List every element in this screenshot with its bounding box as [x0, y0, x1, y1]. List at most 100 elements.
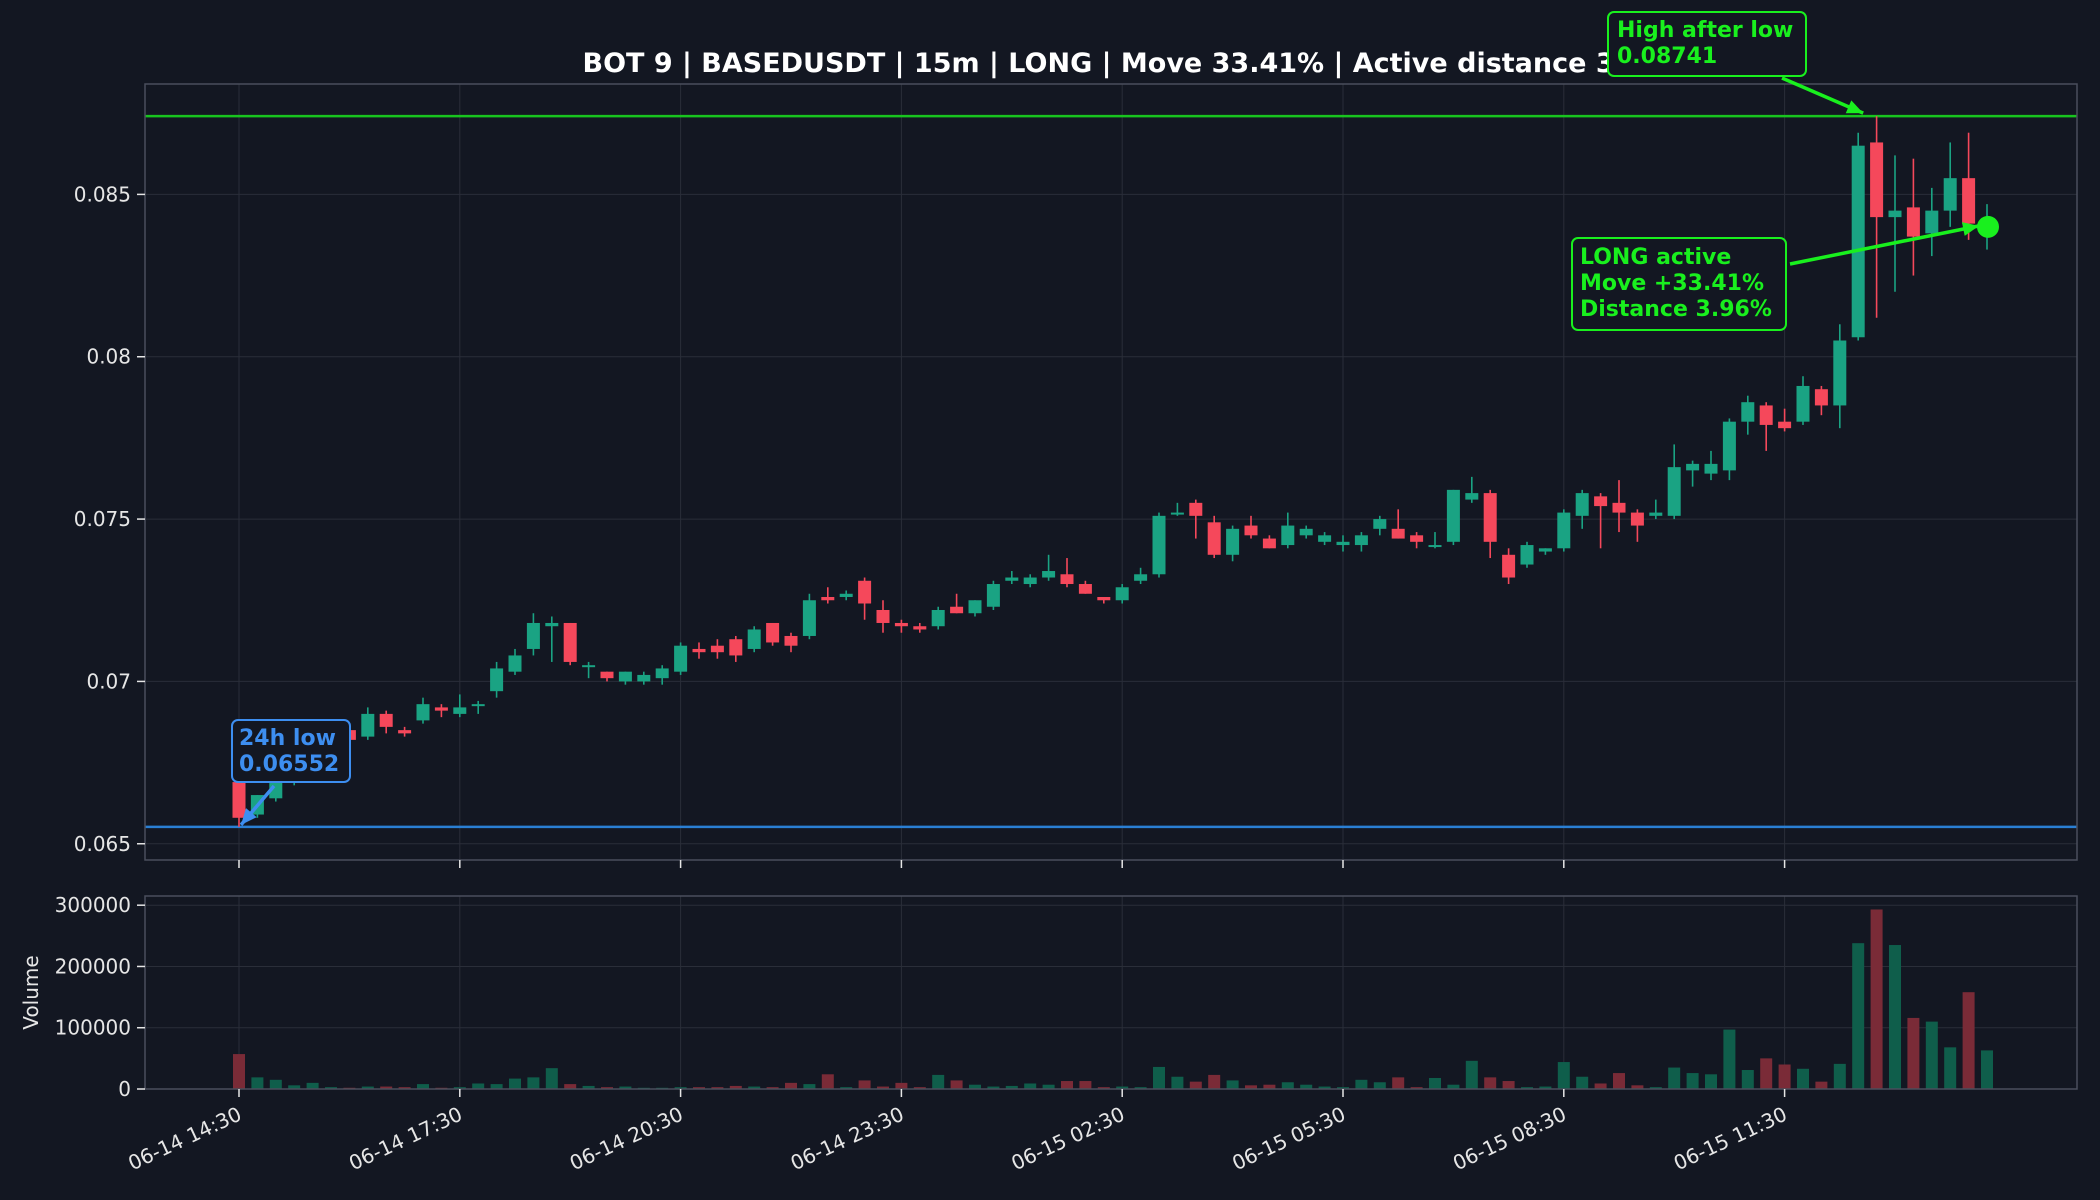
volume-bar	[1429, 1077, 1441, 1089]
candle-body	[618, 671, 632, 682]
volume-bar	[1447, 1084, 1460, 1089]
candle-body	[1134, 574, 1148, 581]
volume-axis-label: Volume	[19, 955, 43, 1029]
volume-bar	[1226, 1080, 1239, 1089]
volume-bar	[1631, 1085, 1644, 1089]
volume-bar	[1263, 1084, 1276, 1089]
candle-body	[1023, 577, 1037, 585]
volume-bar	[1741, 1070, 1754, 1089]
candle-body	[1594, 496, 1608, 507]
candle-body	[526, 622, 540, 649]
candle-body	[1704, 463, 1718, 474]
active-position-marker	[1977, 215, 1999, 238]
volume-tick-label: 100000	[55, 1016, 131, 1040]
volume-bar	[1981, 1050, 1993, 1089]
candle-body	[1851, 145, 1865, 338]
volume-bar	[950, 1080, 963, 1089]
chart-title: BOT 9 | BASEDUSDT | 15m | LONG | Move 33…	[582, 48, 1689, 79]
candle-body	[1373, 519, 1387, 529]
volume-bar	[987, 1086, 1000, 1089]
candle-body	[692, 648, 706, 653]
volume-bar	[895, 1082, 908, 1089]
volume-bar	[1852, 943, 1865, 1089]
candle-body	[1354, 535, 1368, 546]
volume-bar	[1061, 1081, 1073, 1089]
candle-body	[1814, 389, 1828, 406]
volume-bar	[398, 1087, 411, 1089]
volume-bar	[858, 1080, 871, 1089]
candle-body	[1318, 535, 1332, 542]
volume-bar	[453, 1087, 466, 1089]
volume-bar	[1042, 1084, 1055, 1089]
volume-tick-label: 0	[118, 1077, 131, 1101]
volume-bar	[1705, 1074, 1717, 1089]
volume-bar	[1079, 1081, 1092, 1089]
volume-bar	[1649, 1087, 1662, 1089]
volume-bar	[1134, 1087, 1147, 1089]
active-annotation-text: Move +33.41%	[1580, 271, 1764, 296]
volume-bar	[1833, 1063, 1846, 1089]
candle-body	[858, 580, 872, 604]
candle-body	[1612, 502, 1626, 513]
volume-bar	[1962, 992, 1975, 1089]
volume-bar	[821, 1074, 834, 1089]
volume-bar	[1502, 1081, 1515, 1089]
candle-body	[913, 626, 927, 630]
volume-bar	[269, 1079, 282, 1089]
candle-body	[1575, 493, 1589, 516]
volume-bar	[913, 1087, 926, 1089]
volume-bar	[1337, 1087, 1349, 1089]
candle-body	[766, 622, 780, 643]
volume-bar	[1373, 1082, 1386, 1089]
volume-axis-ticks: 0 100000 200000 300000	[55, 893, 145, 1101]
volume-bar	[711, 1087, 724, 1089]
candle-body	[508, 655, 522, 672]
volume-bar	[1097, 1087, 1110, 1089]
volume-bar	[1153, 1066, 1165, 1089]
volume-bar	[601, 1087, 613, 1089]
high-annotation-arrow-head	[1845, 100, 1864, 114]
volume-bar	[251, 1077, 264, 1089]
volume-bar	[1355, 1079, 1368, 1089]
candle-body	[1943, 178, 1957, 211]
price-tick-label: 0.075	[74, 507, 131, 531]
candle-body	[361, 713, 375, 737]
active-annotation-box	[1571, 237, 1787, 331]
low-annotation-arrow-head	[241, 808, 257, 825]
volume-bar	[803, 1084, 816, 1089]
candle-body	[471, 704, 485, 707]
high-annotation-box	[1607, 11, 1807, 77]
volume-bar	[1760, 1058, 1773, 1089]
candle-body	[1207, 522, 1221, 555]
candle-body	[1906, 207, 1920, 237]
candle-body	[232, 782, 246, 818]
volume-bar	[380, 1086, 393, 1089]
volume-bar	[1907, 1017, 1920, 1089]
low-annotation-box	[231, 719, 351, 783]
candle-body	[1336, 541, 1350, 546]
candle-body	[1465, 493, 1479, 500]
candle-body	[600, 671, 614, 679]
candle-body	[950, 606, 964, 614]
candle-body	[1446, 489, 1460, 542]
volume-bar	[1870, 909, 1883, 1089]
candle-body	[379, 713, 393, 727]
volume-bar	[693, 1087, 705, 1089]
candle-body	[490, 668, 504, 692]
volume-bar	[840, 1087, 853, 1089]
candle-body	[1189, 502, 1203, 516]
candle-body	[1962, 178, 1976, 224]
volume-bar	[1300, 1084, 1313, 1089]
volume-bar	[361, 1086, 374, 1089]
candle-body	[582, 665, 596, 668]
volume-bar	[472, 1083, 485, 1089]
volume-bar	[1465, 1060, 1478, 1089]
volume-bar	[1576, 1076, 1589, 1089]
candle-body	[894, 622, 908, 627]
volume-bar	[1005, 1085, 1018, 1089]
volume-bar	[1723, 1029, 1736, 1089]
candle-body	[453, 707, 467, 714]
candle-body	[1262, 538, 1276, 549]
high-annotation-text: 0.08741	[1617, 44, 1717, 69]
